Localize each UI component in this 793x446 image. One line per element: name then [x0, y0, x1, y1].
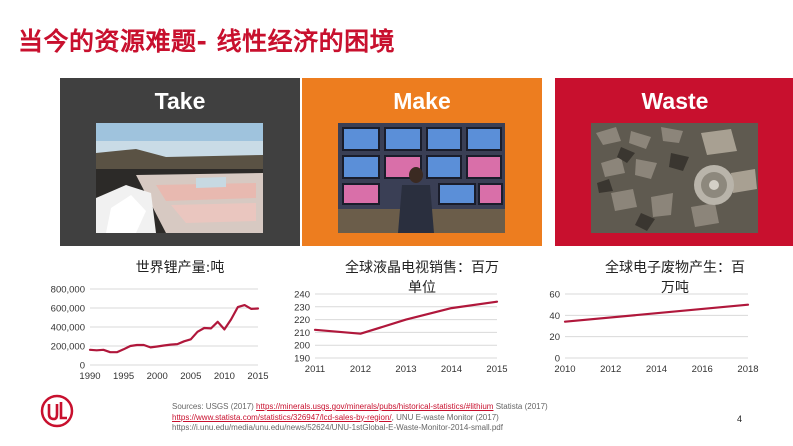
make-label: Make — [393, 88, 451, 114]
y-tick-label: 800,000 — [51, 285, 85, 296]
statista-link[interactable]: https://www.statista.com/statistics/3269… — [172, 412, 392, 422]
x-tick-label: 2015 — [247, 371, 268, 382]
y-tick-label: 600,000 — [51, 304, 85, 315]
salt-flats-photo — [96, 123, 263, 233]
y-tick-label: 60 — [549, 290, 560, 301]
series-line — [563, 303, 750, 323]
y-tick-label: 200,000 — [51, 342, 85, 353]
x-tick-label: 2000 — [147, 371, 168, 382]
y-tick-label: 200 — [294, 341, 310, 352]
make-panel: Make — [302, 78, 542, 246]
page-number: 4 — [737, 414, 743, 424]
take-caption: 世界锂产量:吨 — [135, 260, 225, 276]
y-tick-label: 240 — [294, 290, 310, 301]
y-tick-label: 40 — [549, 311, 560, 322]
make-caption-line2: 单位 — [408, 280, 436, 296]
tv-store-photo — [338, 123, 505, 233]
take-label: Take — [154, 88, 206, 114]
y-tick-label: 0 — [80, 361, 85, 372]
y-tick-label: 400,000 — [51, 323, 85, 334]
x-tick-label: 2011 — [305, 364, 325, 375]
x-tick-label: 2005 — [180, 371, 201, 382]
ewaste-generation-chart: 0 20 40 60 2010 2012 2014 2016 2018 — [540, 288, 758, 380]
y-tick-label: 0 — [555, 354, 560, 365]
y-tick-label: 220 — [294, 315, 310, 326]
unu-url: https://i.unu.edu/media/unu.edu/news/526… — [172, 423, 503, 432]
ewaste-pile-photo — [591, 123, 758, 233]
x-tick-label: 2018 — [737, 364, 758, 375]
waste-label: Waste — [641, 88, 709, 114]
make-caption-line1: 全球液晶电视销售：百万 — [345, 260, 499, 276]
x-tick-label: 2013 — [395, 364, 416, 375]
waste-caption-line2: 万吨 — [661, 280, 689, 296]
x-tick-label: 2012 — [600, 364, 621, 375]
take-panel: Take — [60, 78, 300, 246]
sources-unu-text: , UNU E-waste Monitor (2017) — [391, 412, 499, 422]
waste-caption-line1: 全球电子废物产生：百 — [605, 260, 745, 276]
y-tick-label: 210 — [294, 328, 310, 339]
ul-logo — [40, 394, 74, 428]
usgs-link[interactable]: https://minerals.usgs.gov/minerals/pubs/… — [256, 402, 494, 411]
x-tick-label: 2015 — [486, 364, 507, 375]
sources-footnote: Sources: USGS (2017) https://minerals.us… — [172, 402, 712, 434]
x-tick-label: 2010 — [554, 364, 575, 375]
x-tick-label: 1995 — [113, 371, 134, 382]
x-tick-label: 2014 — [646, 364, 667, 375]
sources-prefix: Sources: USGS (2017) — [172, 402, 257, 411]
series-line — [313, 300, 499, 335]
y-tick-label: 190 — [294, 354, 310, 365]
waste-panel: Waste — [555, 78, 793, 246]
slide-title: 当今的资源难题- 线性经济的困境 — [18, 27, 396, 56]
y-tick-label: 230 — [294, 302, 310, 313]
y-tick-label: 20 — [549, 332, 560, 343]
sources-statista-text: Statista (2017) — [493, 402, 548, 411]
ewaste-chart-svg: 0 20 40 60 2010 2012 2014 2016 2018 — [549, 290, 758, 376]
series-line — [88, 304, 260, 354]
lithium-chart-svg: 0 200,000 400,000 600,000 800,000 1990 1995 200… — [51, 285, 269, 383]
x-tick-label: 2014 — [441, 364, 462, 375]
x-tick-label: 2016 — [692, 364, 713, 375]
x-tick-label: 2012 — [350, 364, 371, 375]
x-tick-label: 2010 — [214, 371, 235, 382]
lithium-production-chart: 0 200,000 400,000 600,000 800,000 1990 1995 200… — [40, 282, 270, 386]
x-tick-label: 1990 — [79, 371, 100, 382]
lcd-tv-sales-chart: 190 200 210 220 230 240 2011 2012 2013 2014 2015 — [285, 288, 507, 380]
